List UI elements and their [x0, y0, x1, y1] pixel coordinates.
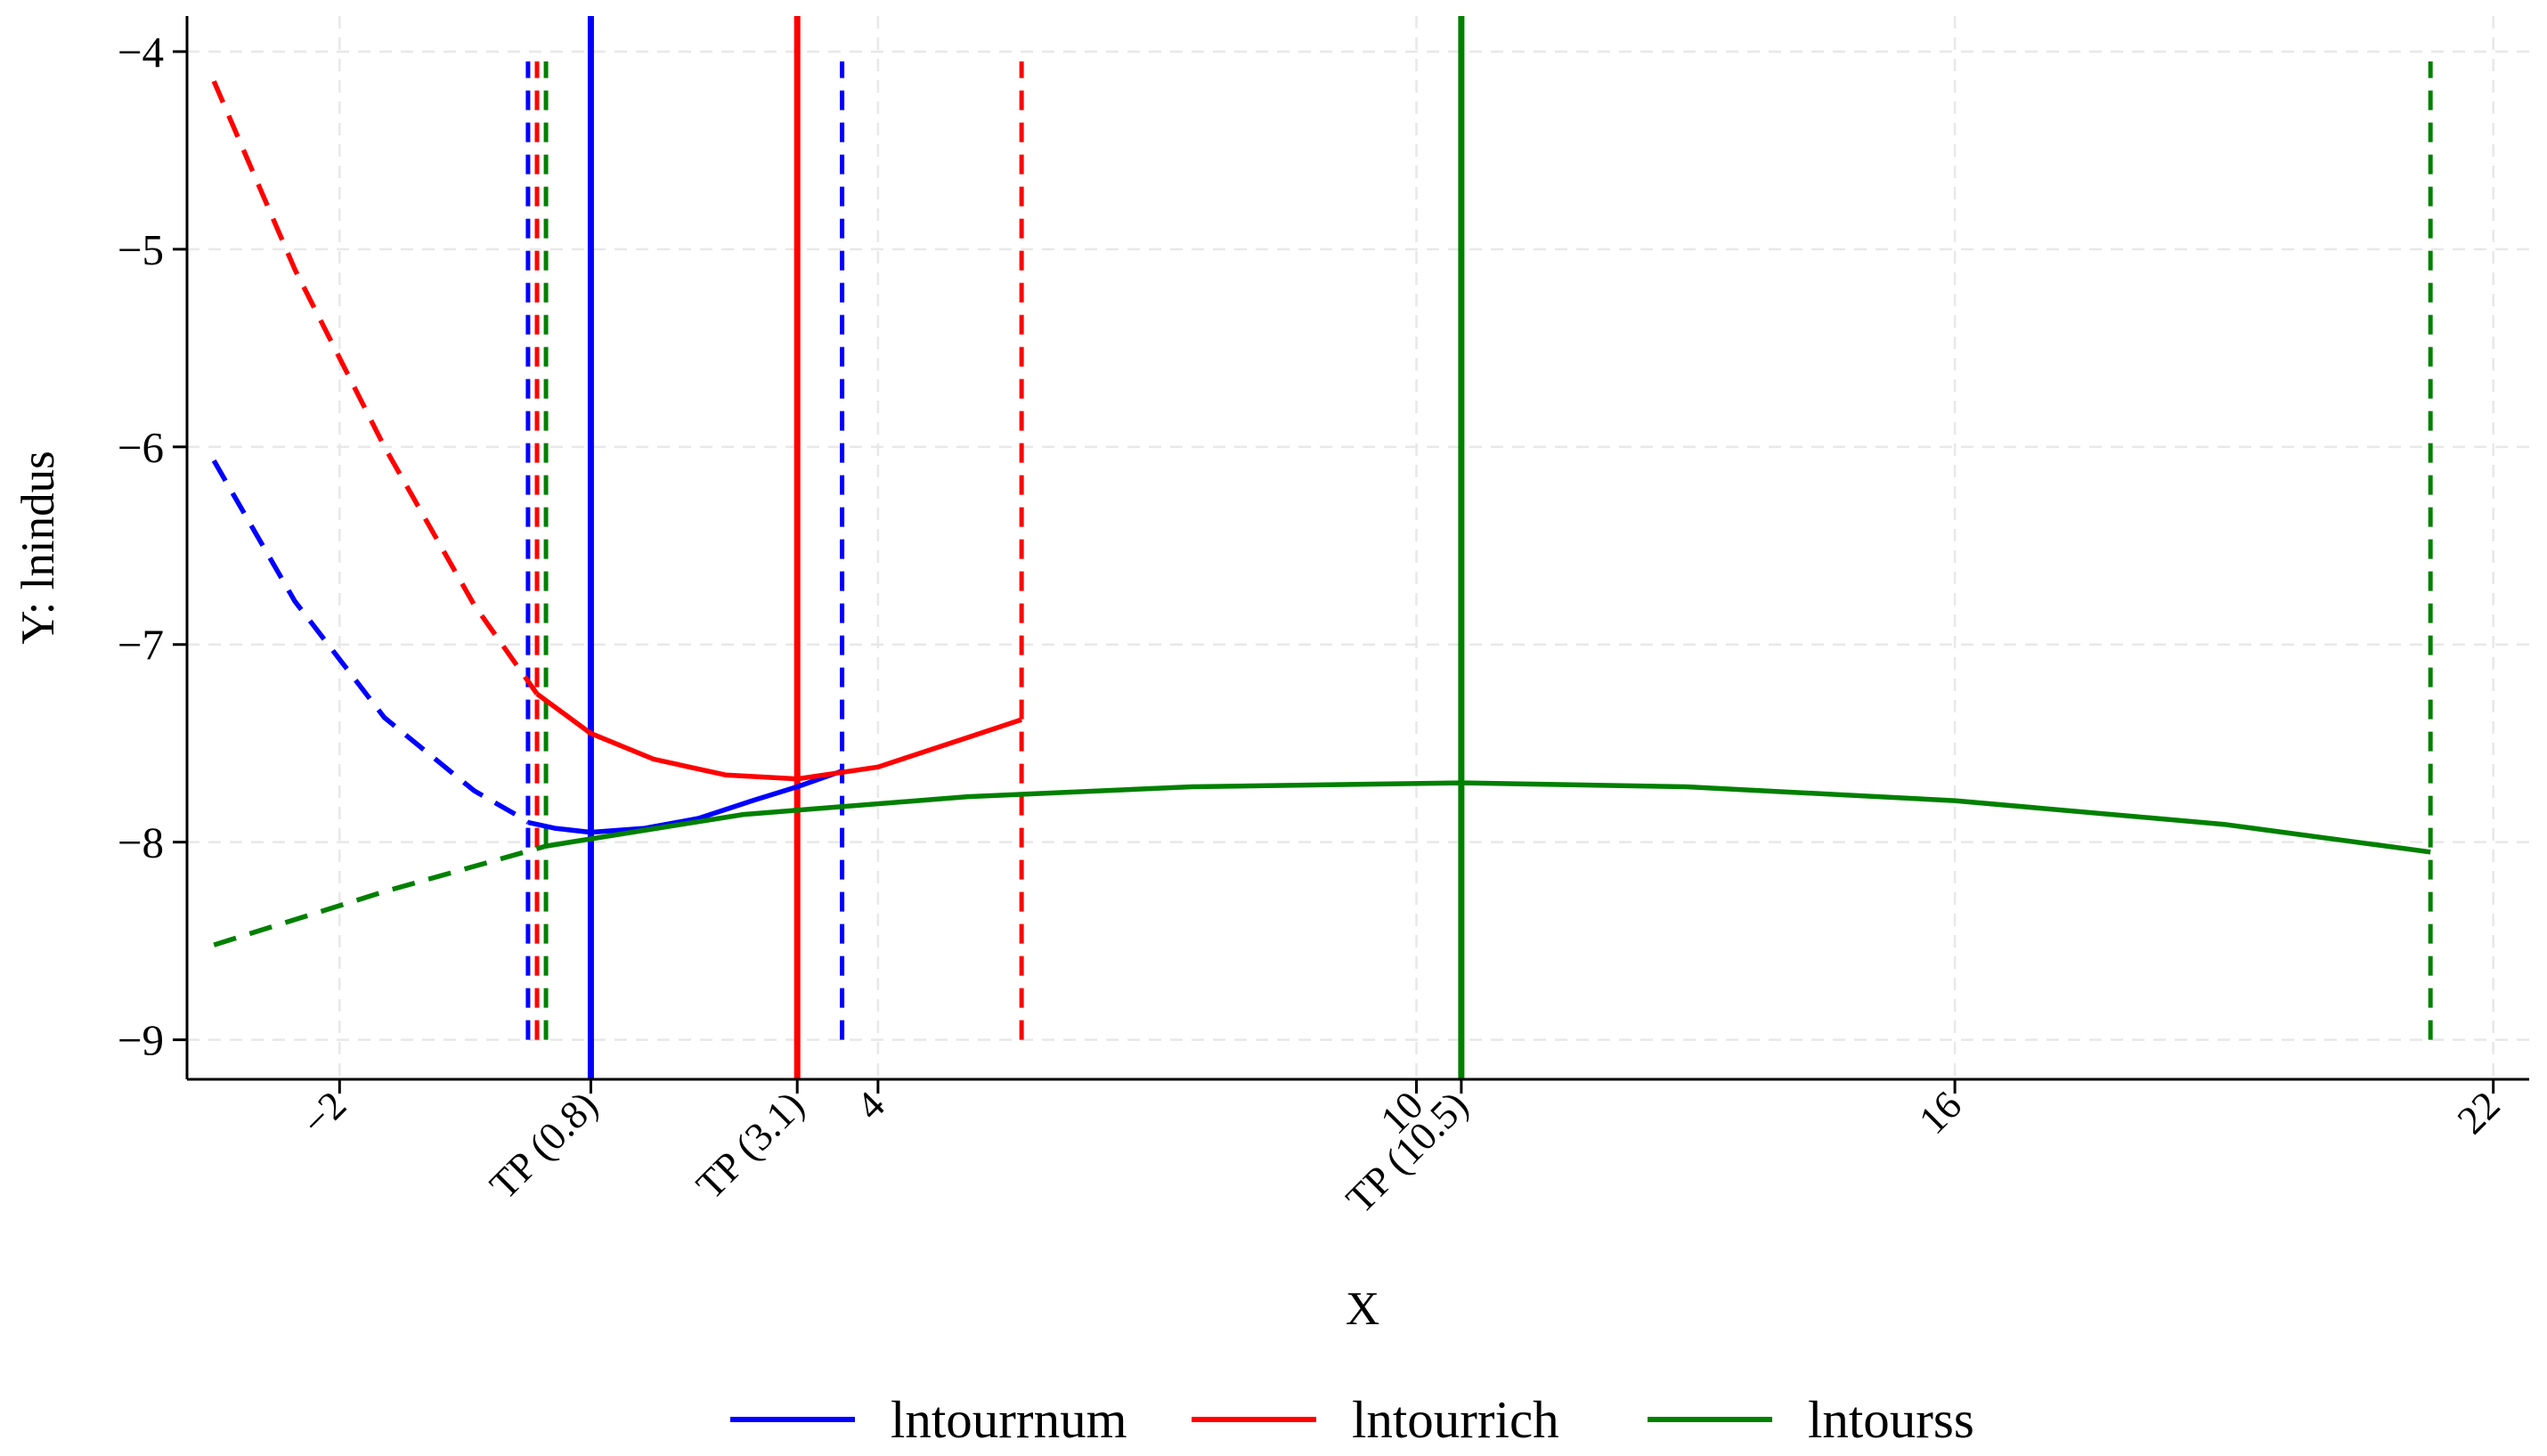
legend-label-lntourrnum: lntourrnum — [891, 1390, 1127, 1449]
y-tick-label: −7 — [118, 621, 164, 670]
x-tick-label: −2 — [293, 1083, 354, 1144]
reference-lines — [525, 16, 2433, 1079]
x-tick-label: TP (3.1) — [688, 1083, 812, 1208]
curve-dashed-lntourss — [213, 843, 547, 948]
x-tick-label: TP (0.8) — [481, 1083, 606, 1208]
curve-solid-lntourss — [545, 780, 2431, 855]
curve-dashed-lntourrich — [211, 80, 540, 695]
x-tick-label: 16 — [1910, 1083, 1970, 1143]
y-tick-label: −6 — [118, 423, 164, 472]
legend-label-lntourss: lntourss — [1808, 1390, 1974, 1449]
y-axis-title: Y: lnindus — [12, 451, 64, 644]
y-tick-label: −4 — [118, 28, 164, 77]
curve-solid-lntourrnum — [527, 769, 843, 835]
curve-solid-lntourrich — [535, 691, 1022, 782]
series-curves — [211, 80, 2431, 948]
y-tick-label: −5 — [118, 225, 164, 274]
y-tick-label: −9 — [118, 1016, 164, 1065]
x-tick-label: 4 — [848, 1083, 893, 1128]
x-axis-title: X — [1346, 1283, 1379, 1335]
curve-dashed-lntourrnum — [211, 459, 530, 825]
legend-label-lntourrich: lntourrich — [1352, 1390, 1559, 1449]
legend: lntourrnum lntourrich lntourss — [730, 1390, 1974, 1449]
y-tick-label: −8 — [118, 818, 164, 867]
x-tick-label: 22 — [2449, 1083, 2509, 1143]
